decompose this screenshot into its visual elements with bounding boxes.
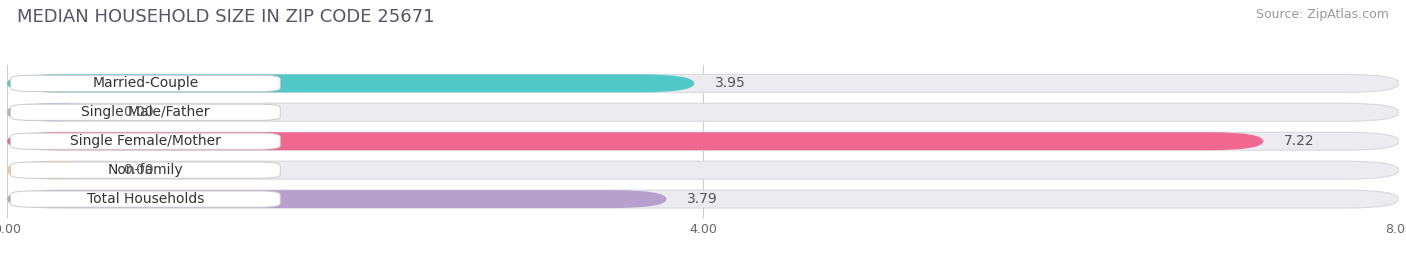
FancyBboxPatch shape [7, 132, 1263, 150]
Text: 3.79: 3.79 [688, 192, 718, 206]
Text: 0.00: 0.00 [124, 163, 155, 177]
Text: 0.00: 0.00 [124, 105, 155, 119]
FancyBboxPatch shape [7, 190, 666, 208]
FancyBboxPatch shape [7, 161, 1399, 179]
Text: MEDIAN HOUSEHOLD SIZE IN ZIP CODE 25671: MEDIAN HOUSEHOLD SIZE IN ZIP CODE 25671 [17, 8, 434, 26]
FancyBboxPatch shape [7, 103, 103, 121]
Text: Married-Couple: Married-Couple [93, 76, 198, 90]
Text: 7.22: 7.22 [1284, 134, 1315, 148]
FancyBboxPatch shape [7, 75, 695, 92]
FancyBboxPatch shape [7, 75, 1399, 92]
FancyBboxPatch shape [10, 133, 280, 149]
Text: Non-family: Non-family [107, 163, 183, 177]
Text: 3.95: 3.95 [716, 76, 747, 90]
FancyBboxPatch shape [7, 190, 1399, 208]
Text: Single Male/Father: Single Male/Father [82, 105, 209, 119]
Text: Total Households: Total Households [87, 192, 204, 206]
FancyBboxPatch shape [7, 161, 103, 179]
FancyBboxPatch shape [7, 103, 1399, 121]
FancyBboxPatch shape [10, 104, 280, 121]
Text: Single Female/Mother: Single Female/Mother [70, 134, 221, 148]
FancyBboxPatch shape [7, 132, 1399, 150]
FancyBboxPatch shape [10, 191, 280, 207]
FancyBboxPatch shape [10, 75, 280, 91]
FancyBboxPatch shape [10, 162, 280, 178]
Text: Source: ZipAtlas.com: Source: ZipAtlas.com [1256, 8, 1389, 21]
